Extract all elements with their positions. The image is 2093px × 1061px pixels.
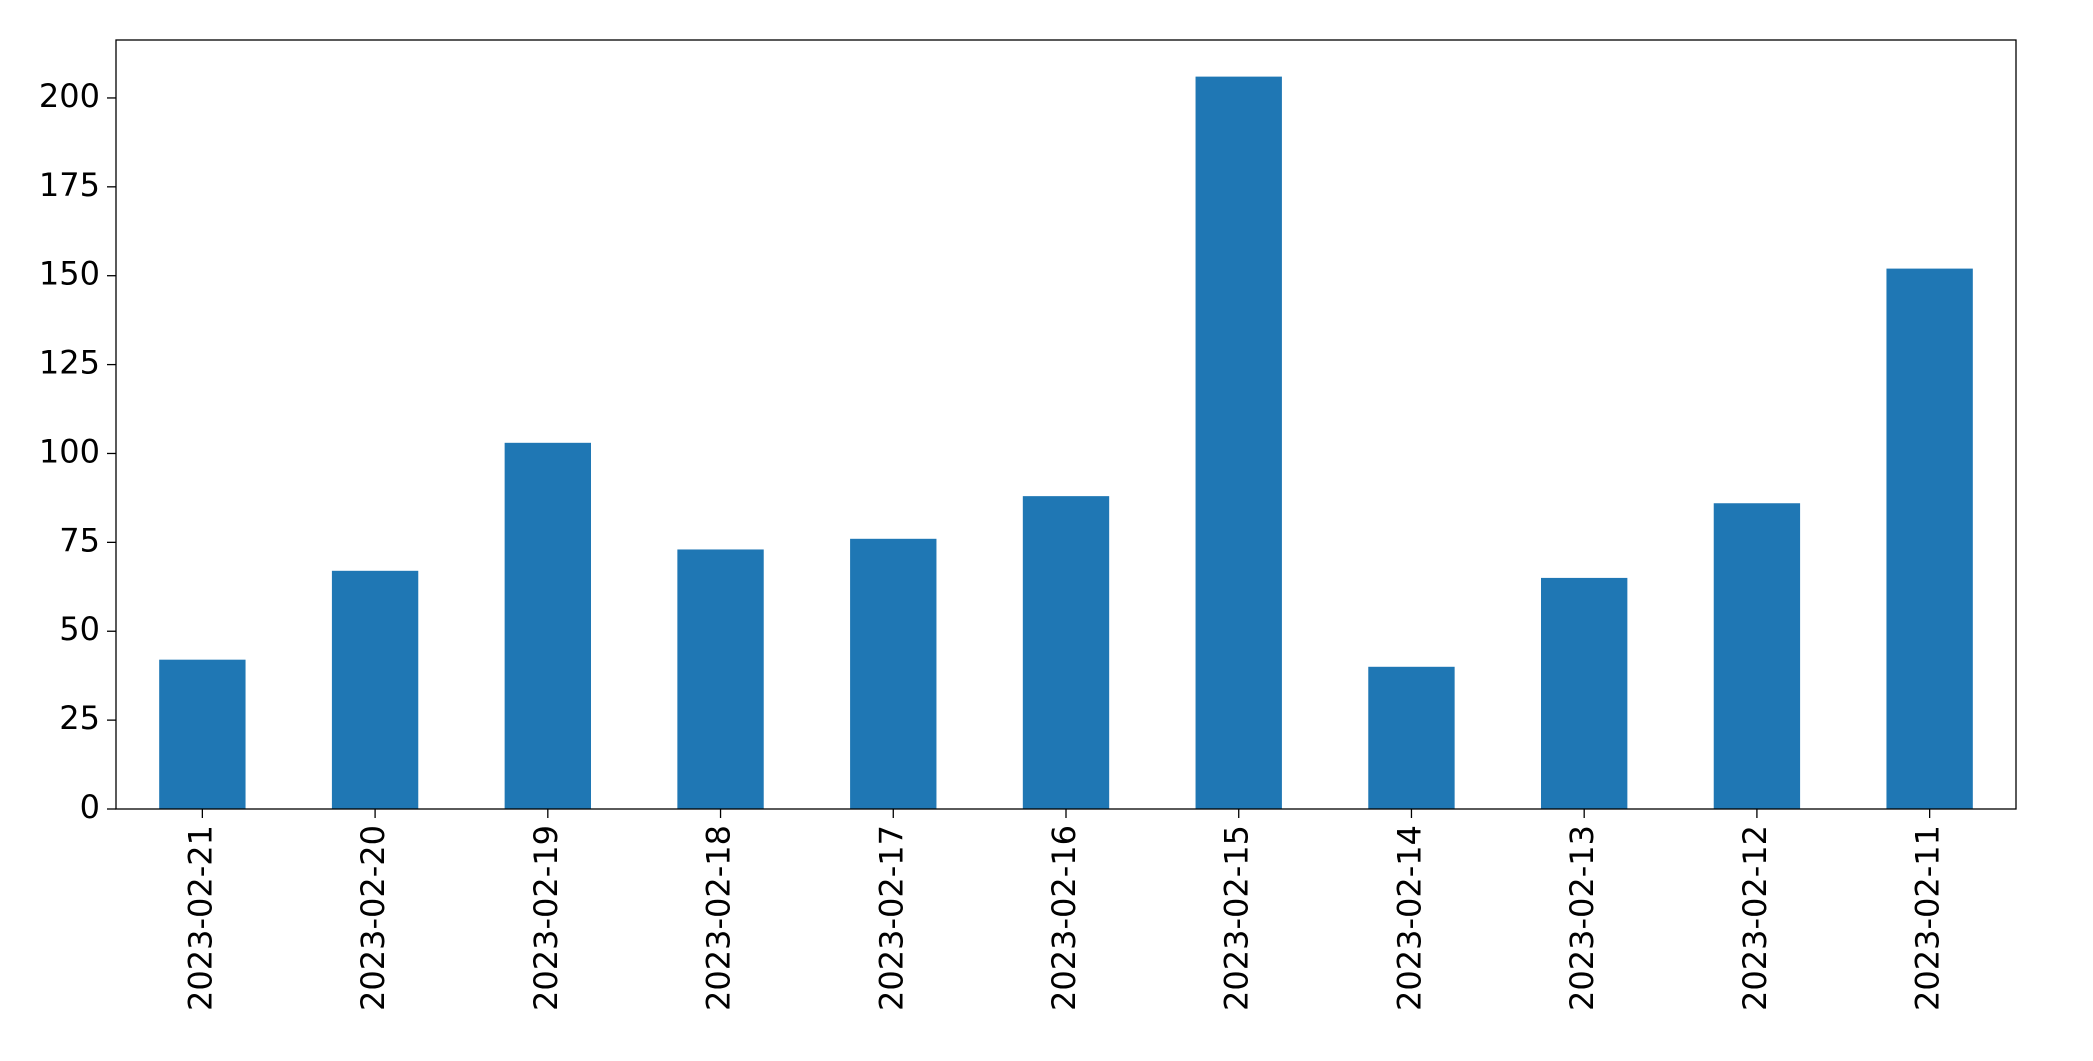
y-tick-label: 0	[80, 788, 100, 826]
x-tick-label: 2023-02-17	[872, 825, 910, 1011]
bar	[1022, 496, 1110, 809]
x-tick-label: 2023-02-14	[1390, 825, 1428, 1011]
x-tick-label: 2023-02-16	[1045, 825, 1083, 1011]
bar	[1195, 76, 1282, 810]
bar	[850, 538, 937, 809]
plot-frame	[115, 39, 2017, 810]
y-tick-label: 75	[59, 521, 100, 559]
bar	[1368, 666, 1455, 809]
bar	[1886, 268, 1973, 809]
bar	[159, 659, 246, 809]
bar	[677, 549, 764, 809]
y-tick-label: 200	[39, 77, 100, 115]
y-tick-label: 100	[39, 432, 100, 470]
x-tick-label: 2023-02-15	[1218, 825, 1256, 1011]
bar	[1541, 577, 1628, 809]
x-tick-label: 2023-02-13	[1563, 825, 1601, 1011]
x-tick-label: 2023-02-18	[700, 825, 738, 1011]
y-tick-label: 25	[59, 699, 100, 737]
x-tick-label: 2023-02-11	[1909, 825, 1947, 1011]
y-tick-label: 125	[39, 344, 100, 382]
y-tick-label: 50	[59, 610, 100, 648]
x-tick-label: 2023-02-12	[1736, 825, 1774, 1011]
bar	[1713, 503, 1801, 809]
x-tick-label: 2023-02-19	[527, 825, 565, 1011]
x-tick-label: 2023-02-21	[181, 825, 219, 1011]
y-tick-label: 175	[39, 166, 100, 204]
bar	[504, 442, 591, 809]
bar	[331, 570, 419, 809]
y-tick-label: 150	[39, 255, 100, 293]
x-tick-label: 2023-02-20	[354, 825, 392, 1011]
